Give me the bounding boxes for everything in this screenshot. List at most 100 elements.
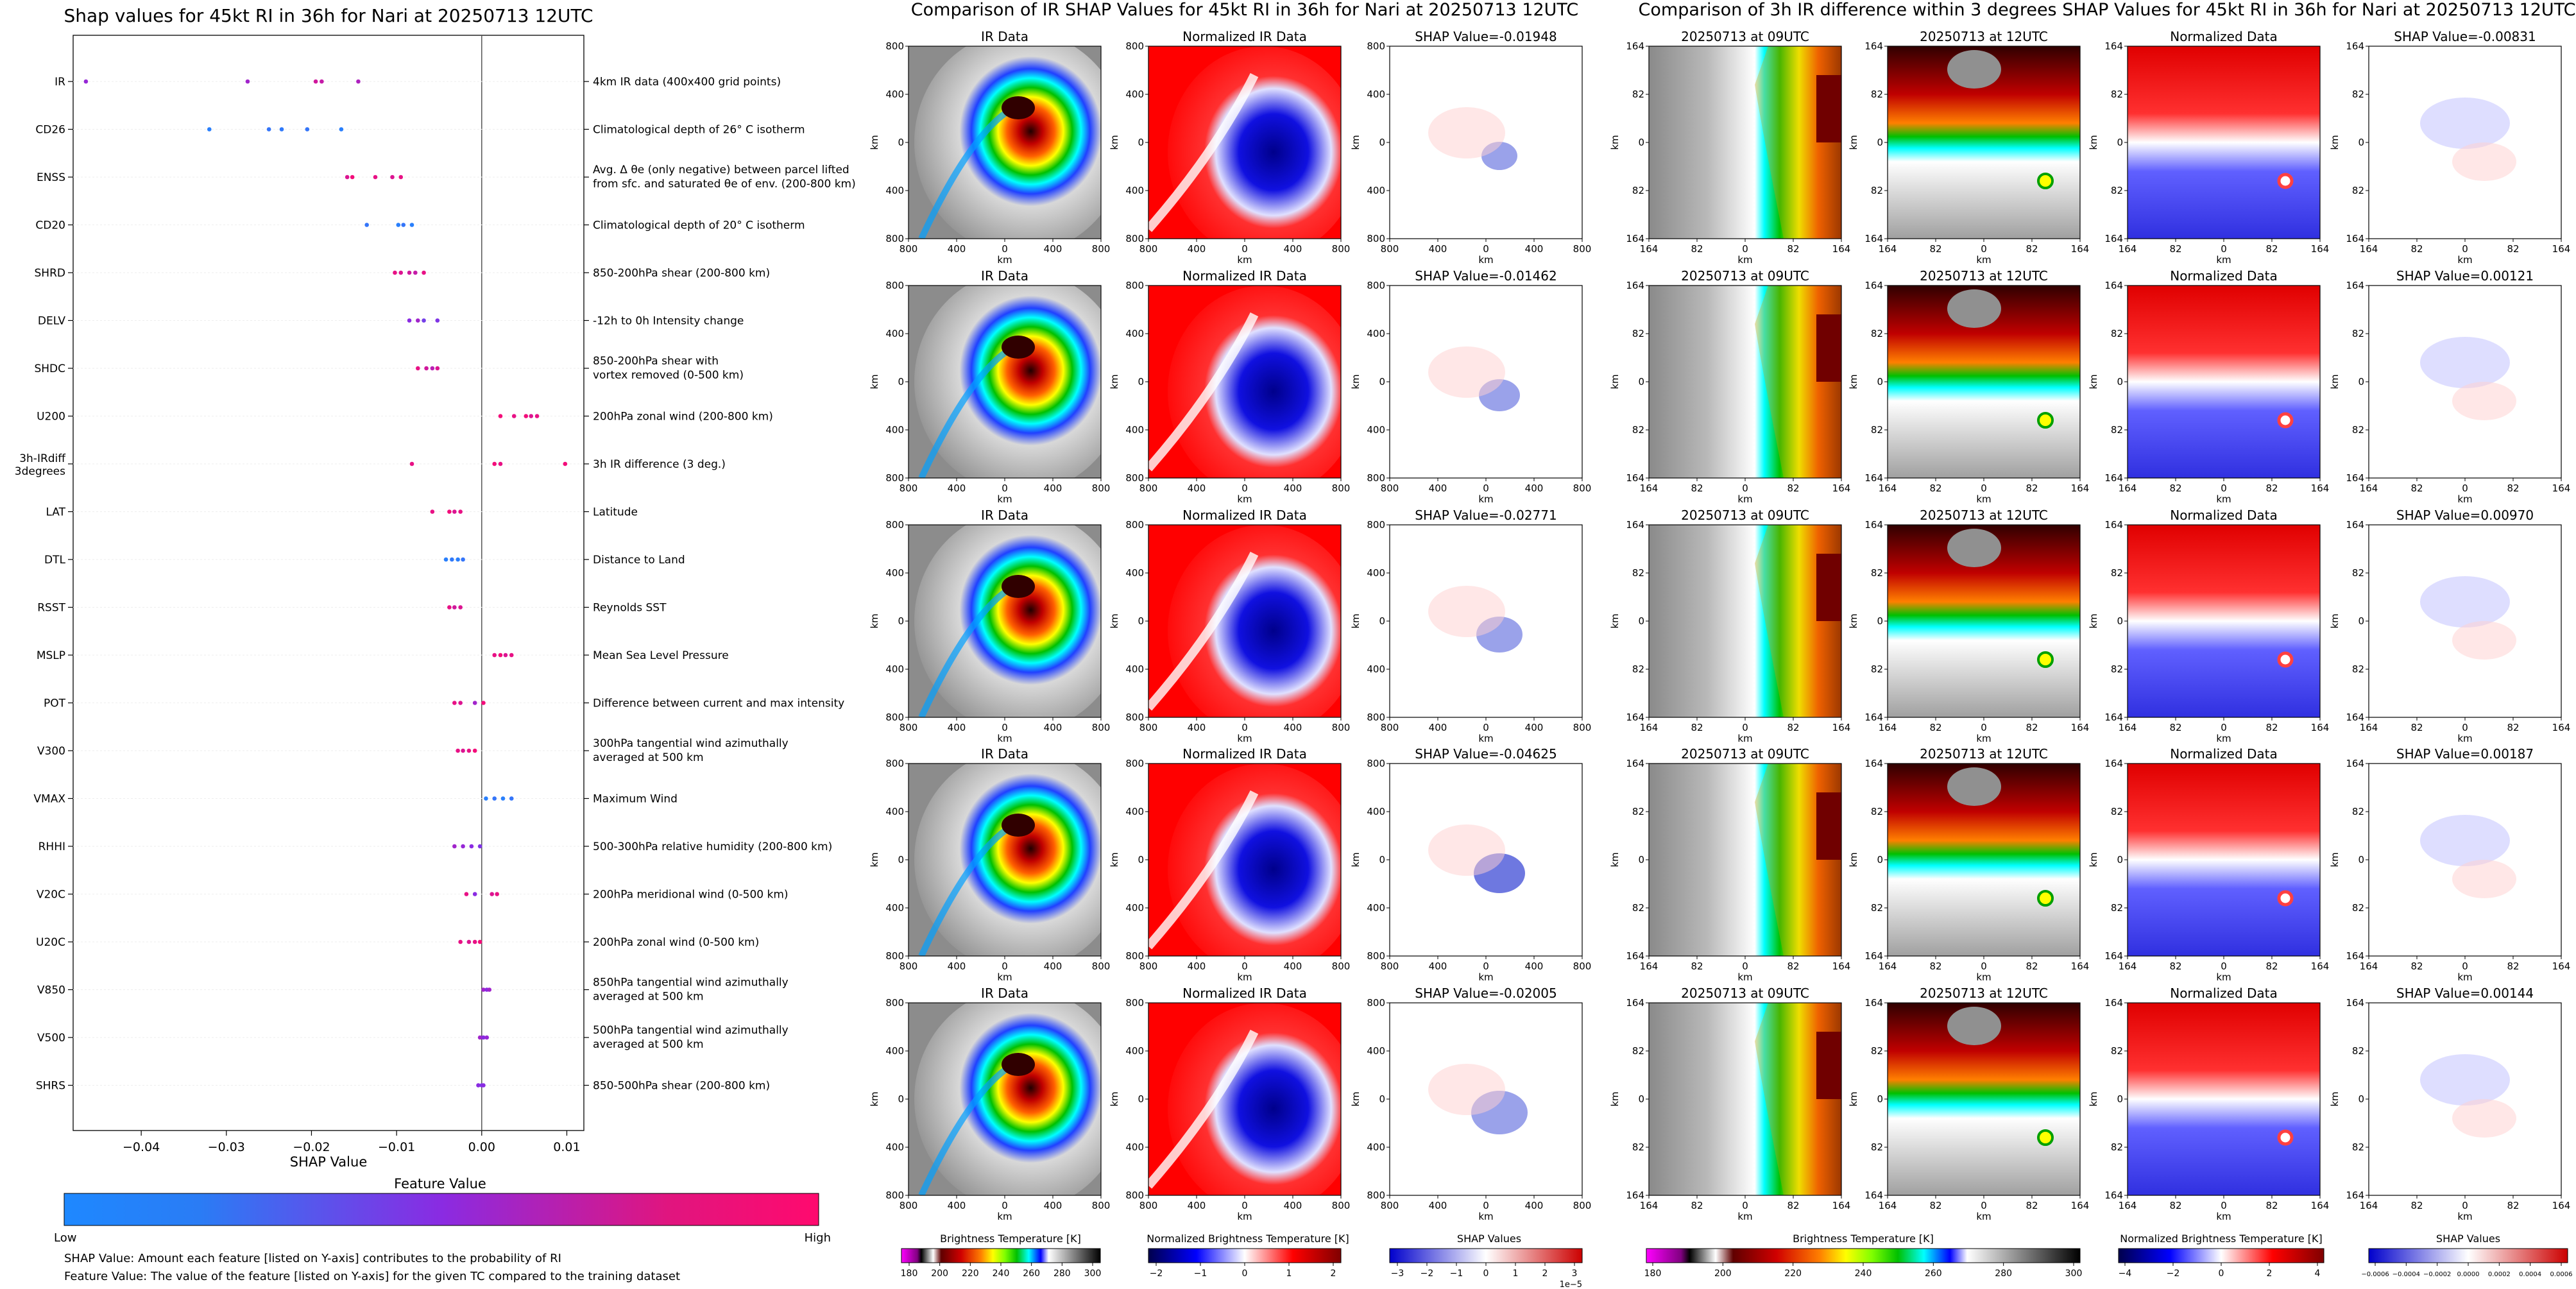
x-tick-label: 0 — [1742, 722, 1748, 733]
normalized-diff-image — [2128, 286, 2320, 478]
y-tick-label: 82 — [2111, 89, 2123, 100]
shap-map — [2369, 525, 2561, 717]
y-tick-label: 82 — [2111, 567, 2123, 579]
colorbar-tick-label: 240 — [993, 1268, 1010, 1279]
y-tick-label: 400 — [1367, 328, 1385, 339]
x-tick-label: 82 — [1691, 243, 1703, 255]
x-tick-label: 0 — [1241, 722, 1248, 733]
y-tick-label: 82 — [2352, 663, 2364, 675]
y-tick-label: 82 — [1632, 902, 1644, 914]
shap-point — [447, 509, 452, 514]
y-axis-label: km — [2088, 852, 2099, 867]
x-tick-label: 82 — [2169, 722, 2181, 733]
y-tick-label: 164 — [2104, 1190, 2123, 1201]
y-tick-label: 164 — [1864, 280, 1883, 291]
y-tick-label: 82 — [2111, 1045, 2123, 1057]
x-tick-label: 0 — [1483, 960, 1489, 972]
colorbar — [1148, 1248, 1342, 1263]
x-axis-label: km — [1237, 733, 1252, 744]
shap-point — [416, 366, 420, 371]
shap-point — [511, 414, 516, 418]
shap-point — [313, 79, 318, 84]
y-tick-label: 0 — [1638, 376, 1644, 388]
x-tick-label: 82 — [1691, 722, 1703, 733]
y-axis-label: km — [1609, 852, 1621, 867]
shap-point — [484, 1035, 490, 1040]
y-tick-label: 400 — [1125, 1141, 1144, 1153]
x-tick-label: 400 — [1188, 1200, 1206, 1211]
x-tick-label: 0 — [2462, 1200, 2468, 1211]
y-tick-label: 164 — [1626, 519, 1644, 531]
normalized-diff-image — [2128, 764, 2320, 956]
shap-point — [350, 175, 355, 180]
y-tick-label: 400 — [1125, 1045, 1144, 1057]
x-tick-label: 400 — [1429, 482, 1447, 494]
y-tick-label: 164 — [2346, 519, 2364, 531]
y-tick-label: 0 — [1877, 1093, 1883, 1105]
x-tick-label: 164 — [1879, 482, 1897, 494]
shap-point — [490, 892, 495, 896]
colorbar-label: Normalized Brightness Temperature [K] — [2120, 1233, 2323, 1245]
y-tick-label: 0 — [1138, 615, 1144, 627]
y-tick-label: 0 — [1638, 137, 1644, 148]
feature-label: 3h-IRdiff — [19, 452, 66, 465]
y-tick-label: 164 — [2346, 712, 2364, 723]
panel-title: Normalized Data — [2170, 986, 2278, 1001]
colorbar-high-label: High — [805, 1231, 831, 1245]
x-tick-label: 82 — [2169, 960, 2181, 972]
shap-point — [452, 701, 457, 705]
y-axis-label: km — [1109, 374, 1120, 389]
shap-point — [466, 939, 472, 944]
shap-value-title: SHAP Value=0.00144 — [2396, 986, 2534, 1001]
y-tick-label: 800 — [1367, 40, 1385, 52]
y-tick-label: 164 — [1626, 280, 1644, 291]
x-tick-label: 82 — [1929, 722, 1941, 733]
x-axis-label: km — [1478, 971, 1493, 983]
x-tick-label: 164 — [1879, 1200, 1897, 1211]
x-tick-label: 164 — [2071, 482, 2090, 494]
x-tick-label: 82 — [1787, 722, 1799, 733]
x-tick-label: 164 — [2552, 722, 2571, 733]
x-axis-label: km — [1737, 1211, 1752, 1222]
x-tick-label: 82 — [1929, 960, 1941, 972]
x-tick-label: 400 — [1188, 722, 1206, 733]
feature-label: V20C — [37, 889, 65, 901]
feature-description: -12h to 0h Intensity change — [593, 315, 744, 328]
x-tick-label: 82 — [2410, 960, 2423, 972]
y-tick-label: 0 — [2358, 1093, 2364, 1105]
y-tick-label: 0 — [1379, 615, 1385, 627]
x-tick-label: 800 — [1139, 482, 1158, 494]
shap-point — [464, 892, 469, 896]
x-tick-label: 800 — [1139, 243, 1158, 255]
x-tick-label: 0 — [1742, 1200, 1748, 1211]
x-tick-label: 82 — [1929, 243, 1941, 255]
chart-title: Comparison of IR SHAP Values for 45kt RI… — [911, 0, 1578, 20]
shap-point — [413, 270, 418, 275]
y-tick-label: 400 — [1125, 567, 1144, 579]
x-tick-label: 400 — [1525, 482, 1544, 494]
feature-description: from sfc. and saturated θe of env. (200-… — [593, 178, 856, 191]
y-tick-label: 164 — [2104, 758, 2123, 769]
y-tick-label: 0 — [1638, 1093, 1644, 1105]
y-tick-label: 400 — [1125, 424, 1144, 436]
shap-point — [207, 127, 212, 132]
colorbar-tick-label: 240 — [1855, 1268, 1872, 1279]
x-tick-label: 82 — [2265, 722, 2278, 733]
colorbar-tick-label: 0.0004 — [2519, 1271, 2541, 1278]
shap-point — [422, 270, 426, 275]
y-tick-label: 82 — [1871, 1045, 1883, 1057]
x-tick-label: 800 — [1573, 1200, 1592, 1211]
y-tick-label: 0 — [1638, 615, 1644, 627]
x-tick-label: −0.02 — [293, 1140, 330, 1154]
y-tick-label: 82 — [2111, 185, 2123, 196]
y-tick-label: 164 — [1626, 997, 1644, 1009]
x-tick-label: 164 — [2360, 1200, 2378, 1211]
shap-point — [407, 318, 412, 323]
y-axis-label: km — [2329, 374, 2341, 389]
x-tick-label: 400 — [1284, 960, 1302, 972]
colorbar-tick-label: 200 — [1714, 1268, 1732, 1279]
y-tick-label: 800 — [885, 40, 904, 52]
feature-description: 850-200hPa shear (200-800 km) — [593, 267, 770, 280]
feature-label: SHDC — [34, 363, 65, 375]
y-tick-label: 82 — [2352, 1141, 2364, 1153]
